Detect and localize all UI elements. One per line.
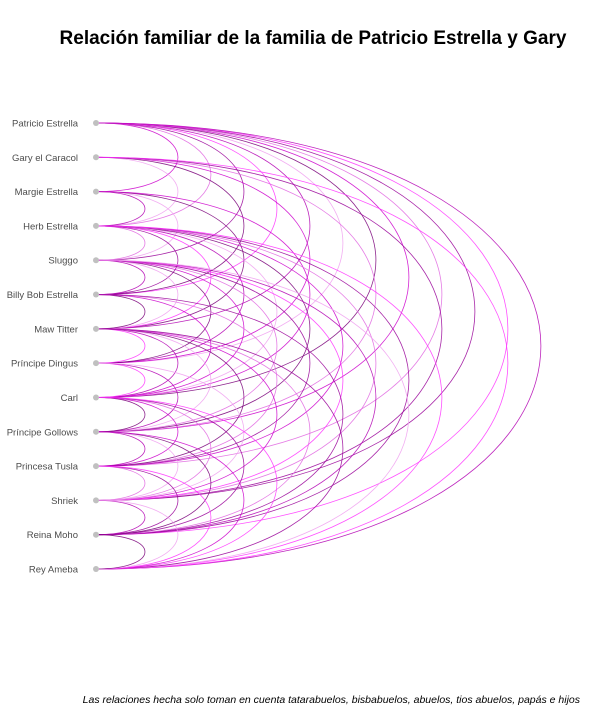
node-dot (93, 394, 99, 401)
node-label: Reina Moho (27, 530, 78, 541)
relation-arc (95, 156, 179, 227)
node-label: Princesa Tusla (16, 462, 79, 473)
relation-arc (95, 328, 146, 364)
relation-arc (95, 156, 509, 570)
node-label: Maw Titter (34, 324, 78, 335)
relation-arc (95, 191, 146, 227)
relation-arc (95, 294, 278, 467)
relation-arc (95, 259, 410, 570)
node-dot (93, 222, 99, 229)
relation-arc (95, 122, 245, 261)
relation-arc (95, 397, 278, 570)
relation-arc (95, 397, 245, 536)
relation-arc (95, 534, 146, 570)
relation-arc (95, 328, 344, 570)
relation-arc (95, 259, 377, 536)
relation-arc (95, 397, 146, 433)
node-label: Sluggo (48, 256, 78, 267)
node-dot (93, 566, 99, 572)
node-dot (93, 291, 99, 298)
relation-arc (95, 122, 212, 227)
node-label: Príncipe Dingus (11, 359, 78, 370)
node-label: Herb Estrella (23, 221, 79, 232)
relation-arc (95, 328, 179, 398)
relation-arc (95, 122, 179, 193)
relation-arc (95, 328, 278, 501)
node-label: Carl (61, 393, 78, 404)
relation-arc (95, 259, 311, 467)
node-dot (93, 360, 99, 367)
relation-arc (95, 328, 212, 433)
relation-arc (95, 156, 245, 295)
relation-arc (95, 225, 377, 501)
chart-caption: Las relaciones hecha solo toman en cuent… (82, 694, 580, 706)
relation-arc (95, 259, 146, 295)
relation-arc (95, 122, 476, 501)
relation-arc (95, 122, 377, 398)
relation-arc (95, 465, 179, 536)
node-dot (93, 120, 99, 126)
node-label: Gary el Caracol (12, 153, 78, 164)
relation-arc (95, 225, 179, 295)
arc-layer (95, 122, 542, 570)
node-label: Príncipe Gollows (7, 427, 79, 438)
relation-arc (95, 397, 179, 467)
relation-arc (95, 225, 146, 261)
relation-arc (95, 225, 311, 433)
node-dot (93, 154, 99, 161)
node-dot (93, 463, 99, 470)
relation-arc (95, 122, 443, 467)
node-dot (93, 257, 99, 264)
relation-arc (95, 191, 179, 261)
relation-arc (95, 499, 179, 570)
relation-arc (95, 225, 443, 570)
relation-arc (95, 225, 278, 398)
chart-title: Relación familiar de la familia de Patri… (59, 28, 567, 49)
relation-arc (95, 156, 311, 364)
node-label: Billy Bob Estrella (7, 290, 79, 301)
relation-arc (95, 294, 146, 330)
relation-arc (95, 225, 410, 536)
node-label: Shriek (51, 496, 78, 507)
relation-arc (95, 259, 344, 501)
relation-arc (95, 328, 311, 536)
relation-arc (95, 499, 146, 536)
relation-arc (95, 122, 509, 536)
label-layer: Patricio Estrella Gary el Caracol Margie E… (7, 119, 79, 576)
node-label: Patricio Estrella (12, 119, 79, 130)
relation-arc (95, 156, 443, 501)
relation-arc (95, 259, 278, 433)
relation-arc (95, 294, 344, 536)
relation-arc (95, 122, 542, 570)
relation-arc (95, 397, 212, 501)
node-label: Margie Estrella (15, 187, 79, 198)
relation-arc (95, 431, 179, 501)
relation-arc (95, 362, 146, 398)
node-dot (93, 325, 99, 332)
relation-arc (95, 156, 377, 433)
relation-arc (95, 431, 212, 536)
relation-arc (95, 328, 245, 467)
node-dot (93, 188, 99, 195)
node-label: Rey Ameba (29, 565, 79, 576)
relation-arc (95, 465, 146, 501)
node-layer (93, 120, 99, 572)
relation-arc (95, 122, 410, 433)
node-dot (93, 428, 99, 435)
relation-arc (95, 191, 311, 398)
relation-arc (95, 122, 278, 295)
relation-arc (95, 362, 179, 433)
node-dot (93, 497, 99, 504)
relation-arc (95, 431, 245, 570)
relation-arc (95, 225, 344, 467)
relation-arc (95, 259, 179, 330)
relation-arc (95, 431, 146, 467)
relation-arc (95, 465, 212, 570)
node-dot (93, 531, 99, 538)
relation-arc (95, 122, 311, 330)
